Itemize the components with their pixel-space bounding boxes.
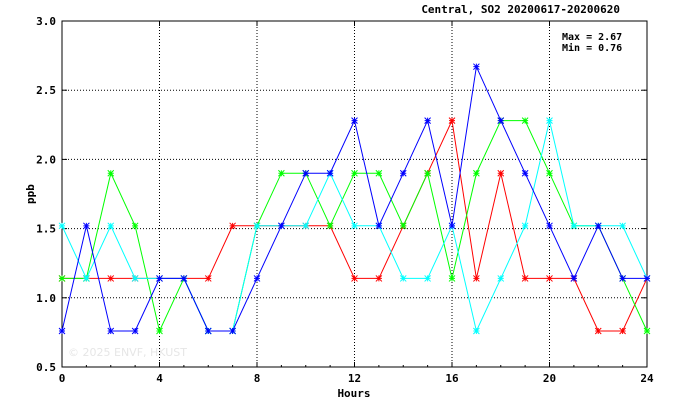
data-point [399, 169, 407, 177]
data-point [229, 327, 236, 335]
data-point [497, 275, 505, 282]
x-tick-label: 24 [640, 372, 654, 385]
data-point [204, 275, 212, 282]
data-point [473, 327, 480, 335]
data-point [83, 275, 90, 282]
data-point [326, 222, 334, 230]
min-annotation: Min = 0.76 [562, 42, 622, 54]
y-tick-label: 2.0 [36, 153, 56, 166]
series-3 [58, 63, 651, 335]
data-point [83, 222, 90, 230]
y-tick-label: 2.5 [36, 84, 56, 97]
data-point [107, 327, 115, 335]
data-point [521, 275, 529, 282]
data-point [619, 222, 626, 230]
data-point [594, 222, 602, 230]
data-point [497, 117, 505, 125]
data-point [278, 169, 285, 177]
data-point [643, 275, 651, 282]
data-point [278, 222, 285, 230]
data-point [521, 117, 529, 125]
x-tick-label: 8 [254, 372, 261, 385]
data-point [570, 275, 578, 282]
data-point [351, 169, 358, 177]
y-tick-label: 1.5 [36, 223, 56, 236]
data-point [131, 275, 139, 282]
data-point [131, 222, 139, 230]
data-point [229, 222, 236, 230]
data-point [326, 169, 334, 177]
data-point [107, 169, 115, 177]
data-point [302, 169, 310, 177]
data-point [448, 222, 456, 230]
x-tick-label: 16 [445, 372, 459, 385]
data-point [594, 327, 602, 335]
data-point [375, 275, 383, 282]
grid-lines [62, 21, 647, 367]
data-point [375, 222, 383, 230]
data-point [619, 327, 626, 335]
data-point [643, 327, 651, 335]
data-point [253, 222, 261, 230]
data-point [58, 275, 66, 282]
data-point [302, 222, 310, 230]
data-point [570, 222, 578, 230]
y-axis-label: ppb [24, 184, 37, 204]
data-point [58, 222, 66, 230]
y-tick-label: 1.0 [36, 292, 56, 305]
y-tick-label: 0.5 [36, 361, 56, 374]
data-point [351, 275, 358, 282]
data-point [546, 169, 553, 177]
data-point [399, 275, 407, 282]
x-tick-label: 20 [543, 372, 556, 385]
data-point [424, 117, 431, 125]
data-point [351, 117, 358, 125]
data-point [546, 222, 553, 230]
axis-ticks: 0 4 8 12 16 20 24 0.5 1.0 1.5 2.0 2.5 3.0 [36, 15, 654, 385]
data-point [448, 117, 456, 125]
data-point [521, 169, 529, 177]
data-point [107, 222, 115, 230]
data-point [156, 275, 163, 282]
data-point [253, 275, 261, 282]
data-point [204, 327, 212, 335]
data-point [180, 275, 188, 282]
data-point [107, 275, 115, 282]
data-point [351, 222, 358, 230]
data-point [58, 327, 66, 335]
data-point [156, 327, 163, 335]
y-tick-label: 3.0 [36, 15, 56, 28]
data-point [546, 275, 553, 282]
x-axis-label: Hours [337, 387, 370, 400]
chart-title: Central, SO2 20200617-20200620 [421, 3, 620, 16]
x-tick-label: 12 [348, 372, 361, 385]
watermark: © 2025 ENVF, HKUST [68, 346, 187, 359]
data-point [473, 63, 480, 71]
data-point [497, 169, 505, 177]
data-point [131, 327, 139, 335]
series-layer [58, 63, 651, 335]
data-point [473, 169, 480, 177]
data-point [473, 275, 480, 282]
x-tick-label: 4 [156, 372, 163, 385]
data-point [546, 117, 553, 125]
data-point [448, 275, 456, 282]
data-point [424, 275, 431, 282]
x-tick-label: 0 [59, 372, 66, 385]
data-point [399, 222, 407, 230]
data-point [375, 169, 383, 177]
max-annotation: Max = 2.67 [562, 32, 622, 43]
data-point [521, 222, 529, 230]
data-point [619, 275, 626, 282]
data-point [424, 169, 431, 177]
